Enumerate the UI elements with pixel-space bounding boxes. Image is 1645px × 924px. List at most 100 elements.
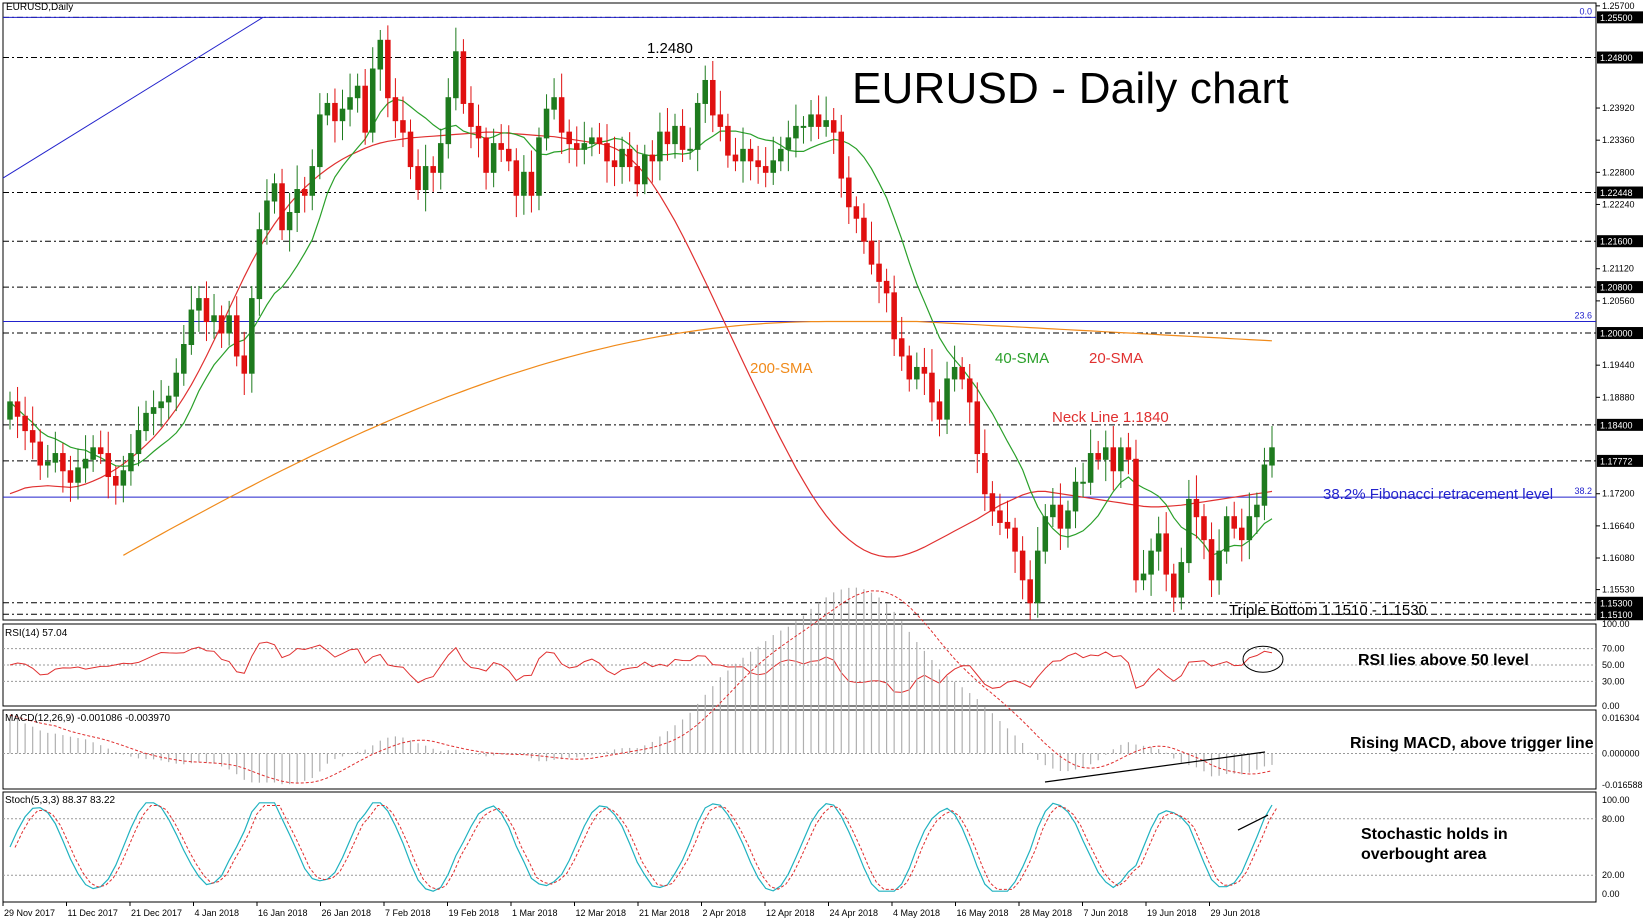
candle-body-55 xyxy=(422,166,429,191)
candle-body-122 xyxy=(929,372,935,403)
stoch-signal-line xyxy=(14,805,1278,890)
candle-body-144 xyxy=(1095,453,1101,460)
candle-body-14 xyxy=(113,476,119,486)
candle-body-126 xyxy=(959,366,965,380)
candle-body-26 xyxy=(203,298,210,323)
x-tick-label-11: 2 Apr 2018 xyxy=(703,908,747,918)
candle-body-154 xyxy=(1170,573,1177,598)
candle-body-153 xyxy=(1163,533,1169,575)
rsi-axis-label-2: 50.00 xyxy=(1602,660,1625,670)
candle-body-17 xyxy=(135,430,142,455)
candle-body-159 xyxy=(1208,539,1215,581)
candle-body-139 xyxy=(1057,504,1064,529)
candle-body-7 xyxy=(60,453,66,472)
candle-body-24 xyxy=(188,309,195,346)
candle-body-10 xyxy=(82,458,89,469)
candle-body-166 xyxy=(1261,464,1268,506)
candle-body-140 xyxy=(1065,510,1071,529)
x-tick-label-17: 7 Jun 2018 xyxy=(1084,908,1129,918)
level-tag-text-4: 1.20800 xyxy=(1600,283,1633,293)
rsi-highlight-circle xyxy=(1242,645,1284,673)
chart-title: EURUSD - Daily chart xyxy=(852,64,1289,113)
candle-body-137 xyxy=(1042,516,1049,552)
candle-body-164 xyxy=(1246,516,1253,541)
x-tick-label-2: 21 Dec 2017 xyxy=(131,908,182,918)
candle-body-132 xyxy=(1004,521,1011,529)
x-tick-label-13: 24 Apr 2018 xyxy=(830,908,879,918)
candle-body-141 xyxy=(1072,481,1079,512)
candle-body-96 xyxy=(732,154,739,162)
candle-body-86 xyxy=(657,131,663,162)
candle-body-123 xyxy=(936,401,943,420)
candle-body-62 xyxy=(475,125,482,139)
stoch-comment-line1: Stochastic holds in xyxy=(1361,826,1508,843)
candle-body-92 xyxy=(702,79,709,104)
sma20-annotation: 20-SMA xyxy=(1089,350,1144,367)
sma-200-line xyxy=(123,320,1272,556)
x-tick-label-9: 12 Mar 2018 xyxy=(576,908,627,918)
candle-body-38 xyxy=(294,189,300,213)
candle-body-131 xyxy=(997,510,1003,523)
candle-body-59 xyxy=(453,51,459,99)
x-tick-label-7: 19 Feb 2018 xyxy=(449,908,500,918)
fib-label-2: 38.2 xyxy=(1574,486,1592,496)
candle-body-117 xyxy=(891,292,897,340)
candle-body-68 xyxy=(521,171,527,196)
candle-body-149 xyxy=(1133,458,1139,581)
macd-caption: MACD(12,26,9) -0.001086 -0.003970 xyxy=(5,713,171,724)
candle-body-37 xyxy=(286,211,293,231)
candle-body-125 xyxy=(951,366,958,380)
candle-body-157 xyxy=(1193,498,1200,518)
candle-body-44 xyxy=(339,108,346,122)
candle-body-162 xyxy=(1231,516,1237,529)
candle-body-124 xyxy=(944,378,950,420)
candle-body-136 xyxy=(1034,550,1041,604)
candle-body-130 xyxy=(989,493,996,512)
y-tick-label-19: 1.16080 xyxy=(1602,553,1635,563)
y-tick-label-9: 1.21120 xyxy=(1602,264,1634,274)
stoch-axis-label-3: 0.00 xyxy=(1602,889,1620,899)
rsi-axis-label-4: 0.00 xyxy=(1602,701,1620,711)
candle-body-100 xyxy=(762,166,769,173)
candle-body-160 xyxy=(1216,550,1222,581)
candle-body-87 xyxy=(664,131,671,145)
stoch-main-line xyxy=(9,802,1273,892)
macd-comment: Rising MACD, above trigger line xyxy=(1350,735,1594,752)
candle-body-128 xyxy=(974,401,981,455)
level-tag-text-3: 1.21600 xyxy=(1600,237,1633,247)
candle-body-74 xyxy=(566,131,572,145)
candle-body-155 xyxy=(1178,562,1185,598)
candle-body-25 xyxy=(196,298,202,311)
candle-body-9 xyxy=(75,467,81,483)
candle-body-20 xyxy=(158,401,164,409)
y-tick-label-17: 1.17200 xyxy=(1602,489,1635,499)
candle-body-53 xyxy=(407,131,414,168)
y-tick-label-0: 1.25700 xyxy=(1602,1,1635,11)
candle-body-48 xyxy=(369,68,376,133)
level-tag-text-8: 1.15300 xyxy=(1600,598,1633,608)
candle-body-107 xyxy=(815,114,822,127)
macd-trend-line xyxy=(1044,751,1266,783)
level-tag-1 xyxy=(1597,51,1643,64)
candle-body-63 xyxy=(483,137,489,173)
candle-body-111 xyxy=(846,177,852,208)
level-tag-text-7: 1.17772 xyxy=(1600,456,1633,466)
candle-body-104 xyxy=(793,125,799,139)
x-tick-label-6: 7 Feb 2018 xyxy=(385,908,431,918)
candle-body-64 xyxy=(490,143,497,173)
candle-body-41 xyxy=(317,114,323,168)
level-tag-text-6: 1.18400 xyxy=(1600,420,1633,430)
candle-body-129 xyxy=(982,453,988,495)
candle-body-99 xyxy=(755,160,761,168)
candle-body-113 xyxy=(861,217,867,242)
x-tick-label-1: 11 Dec 2017 xyxy=(68,908,118,918)
candle-body-146 xyxy=(1110,447,1117,472)
candle-body-15 xyxy=(120,470,127,486)
candle-body-1 xyxy=(14,401,21,417)
triple-bottom-annotation: Triple Bottom 1.1510 - 1.1530 xyxy=(1229,602,1427,619)
candle-body-95 xyxy=(725,125,731,156)
candle-body-91 xyxy=(694,102,701,150)
level-tag-text-2: 1.22448 xyxy=(1600,188,1633,198)
candle-body-89 xyxy=(679,125,686,150)
